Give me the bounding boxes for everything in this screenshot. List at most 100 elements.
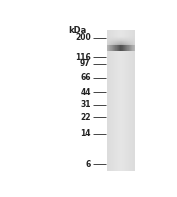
- Bar: [132, 38, 133, 39]
- Bar: [109, 44, 110, 45]
- Bar: [117, 42, 118, 43]
- Bar: [126, 38, 127, 39]
- Bar: [131, 43, 132, 44]
- Bar: [118, 37, 119, 38]
- Bar: [113, 37, 114, 38]
- Bar: [110, 42, 111, 43]
- Bar: [108, 38, 109, 39]
- Bar: [112, 44, 113, 45]
- Bar: [125, 38, 126, 39]
- Bar: [129, 39, 130, 40]
- Bar: [116, 44, 117, 45]
- Bar: [121, 39, 122, 40]
- Bar: [111, 38, 112, 39]
- Bar: [134, 39, 135, 40]
- Bar: [119, 41, 120, 42]
- Bar: [121, 42, 122, 43]
- Bar: [113, 41, 114, 42]
- Bar: [118, 42, 119, 43]
- Bar: [109, 42, 110, 43]
- Bar: [116, 40, 117, 41]
- Bar: [122, 42, 123, 43]
- Bar: [129, 42, 130, 43]
- Bar: [112, 38, 113, 39]
- Bar: [111, 43, 112, 44]
- Bar: [120, 39, 121, 40]
- Text: 22: 22: [80, 113, 91, 122]
- Bar: [133, 36, 134, 37]
- Bar: [122, 37, 123, 38]
- Bar: [123, 42, 124, 43]
- Bar: [122, 30, 123, 171]
- Bar: [123, 43, 124, 44]
- Bar: [120, 37, 121, 38]
- Bar: [113, 38, 114, 39]
- Bar: [124, 36, 125, 37]
- Bar: [134, 44, 135, 45]
- Bar: [108, 43, 109, 44]
- Bar: [114, 41, 115, 42]
- Bar: [128, 30, 129, 171]
- Bar: [115, 36, 116, 37]
- Bar: [110, 37, 111, 38]
- Bar: [109, 43, 110, 44]
- Bar: [111, 45, 112, 51]
- Bar: [116, 38, 117, 39]
- Bar: [125, 44, 126, 45]
- Bar: [123, 37, 124, 38]
- Bar: [124, 43, 125, 44]
- Bar: [131, 30, 132, 171]
- Bar: [129, 44, 130, 45]
- Bar: [130, 38, 131, 39]
- Bar: [128, 42, 129, 43]
- Bar: [123, 40, 124, 41]
- Bar: [122, 40, 123, 41]
- Bar: [108, 39, 109, 40]
- Bar: [127, 45, 128, 51]
- Bar: [120, 38, 121, 39]
- Bar: [124, 30, 125, 171]
- Bar: [112, 37, 113, 38]
- Bar: [127, 38, 128, 39]
- Bar: [122, 38, 123, 39]
- Bar: [107, 38, 108, 39]
- Bar: [125, 43, 126, 44]
- Bar: [124, 39, 125, 40]
- Bar: [110, 45, 111, 51]
- Bar: [117, 36, 118, 37]
- Bar: [115, 41, 116, 42]
- Bar: [121, 40, 122, 41]
- Text: 66: 66: [80, 73, 91, 82]
- Bar: [132, 45, 133, 51]
- Bar: [107, 42, 108, 43]
- Bar: [129, 38, 130, 39]
- Bar: [114, 44, 115, 45]
- Bar: [120, 30, 121, 171]
- Bar: [108, 41, 109, 42]
- Bar: [125, 41, 126, 42]
- Bar: [109, 37, 110, 38]
- Bar: [132, 30, 133, 171]
- Text: 116: 116: [75, 53, 91, 62]
- Bar: [133, 39, 134, 40]
- Bar: [125, 45, 126, 51]
- Bar: [121, 45, 122, 51]
- Text: kDa: kDa: [68, 26, 87, 35]
- Bar: [121, 38, 122, 39]
- Bar: [127, 41, 128, 42]
- Bar: [128, 39, 129, 40]
- Bar: [133, 43, 134, 44]
- Bar: [118, 41, 119, 42]
- Bar: [127, 37, 128, 38]
- Bar: [118, 39, 119, 40]
- Bar: [118, 43, 119, 44]
- Bar: [128, 38, 129, 39]
- Bar: [132, 37, 133, 38]
- Bar: [110, 40, 111, 41]
- Bar: [118, 30, 119, 171]
- Bar: [125, 39, 126, 40]
- Bar: [112, 36, 113, 37]
- Bar: [111, 42, 112, 43]
- Bar: [128, 37, 129, 38]
- Bar: [113, 42, 114, 43]
